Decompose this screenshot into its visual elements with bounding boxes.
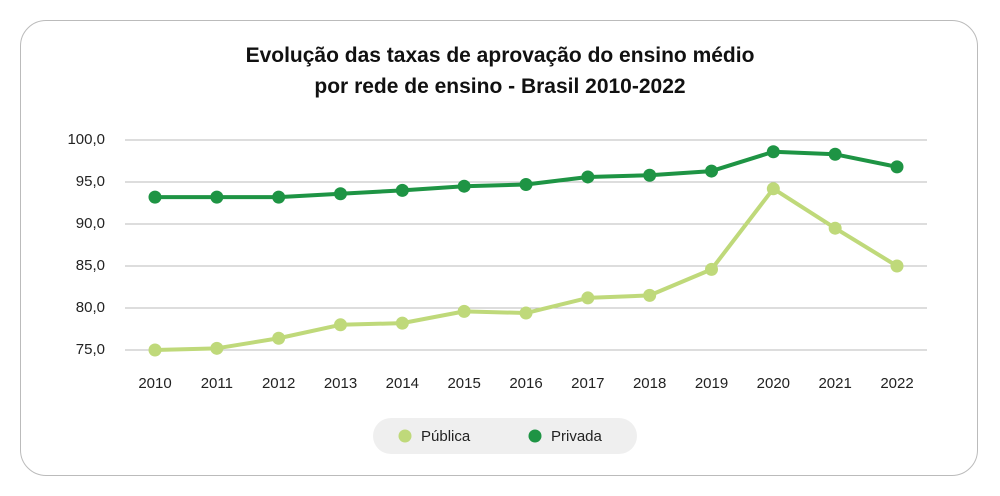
- point: [395, 183, 409, 197]
- point: [210, 341, 224, 355]
- y-tick-label: 85,0: [76, 257, 105, 274]
- point: [705, 262, 718, 276]
- point: [210, 190, 224, 204]
- legend-box: [373, 418, 637, 454]
- point: [705, 164, 718, 178]
- x-tick-label: 2012: [262, 375, 295, 392]
- legend-label: Pública: [421, 428, 471, 445]
- point: [334, 318, 347, 332]
- point: [457, 179, 471, 193]
- point: [148, 343, 162, 357]
- card: [20, 20, 978, 476]
- x-tick-label: 2019: [695, 375, 728, 392]
- point: [828, 221, 842, 235]
- y-tick-label: 90,0: [76, 215, 105, 232]
- x-tick-label: 2010: [138, 375, 171, 392]
- x-tick-label: 2013: [324, 375, 357, 392]
- x-tick-label: 2020: [757, 375, 790, 392]
- point: [519, 306, 533, 320]
- point: [519, 178, 533, 192]
- x-tick-label: 2015: [447, 375, 480, 392]
- y-tick-label: 95,0: [76, 173, 105, 190]
- point: [395, 316, 409, 330]
- point: [643, 288, 657, 302]
- point: [581, 170, 595, 184]
- point: [766, 145, 780, 159]
- legend-label: Privada: [551, 428, 603, 445]
- point: [828, 147, 842, 161]
- legend-marker: [528, 429, 542, 443]
- point: [334, 187, 347, 201]
- point: [643, 168, 657, 182]
- x-tick-label: 2021: [818, 375, 851, 392]
- point: [457, 304, 471, 318]
- point: [890, 160, 904, 174]
- point: [890, 259, 904, 273]
- legend-marker: [398, 429, 412, 443]
- point: [148, 190, 162, 204]
- line: [154, 186, 899, 352]
- y-tick-label: 80,0: [76, 299, 105, 316]
- x-tick-label: 2022: [880, 375, 913, 392]
- point: [766, 182, 780, 196]
- x-tick-label: 2017: [571, 375, 604, 392]
- x-tick-label: 2016: [509, 375, 542, 392]
- point: [272, 190, 286, 204]
- chart-title: Evolução das taxas de aprovação do ensin…: [245, 44, 755, 98]
- x-tick-label: 2018: [633, 375, 666, 392]
- point: [272, 331, 286, 345]
- x-tick-label: 2011: [201, 375, 233, 392]
- x-tick-label: 2014: [386, 375, 419, 392]
- point: [581, 291, 595, 305]
- y-tick-label: 75,0: [76, 341, 105, 358]
- y-tick-label: 100,0: [67, 131, 105, 148]
